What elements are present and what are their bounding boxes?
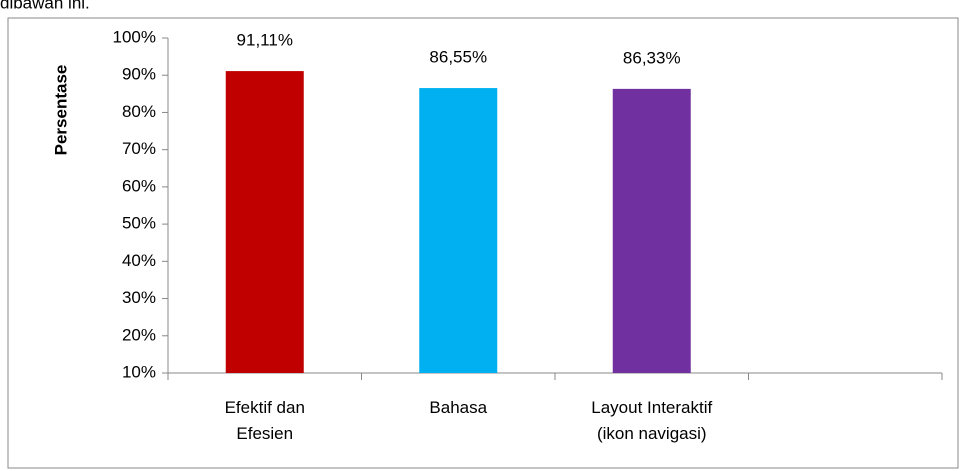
- y-tick-label: 20%: [122, 325, 156, 344]
- y-tick-label: 60%: [122, 176, 156, 195]
- y-tick-label: 40%: [122, 251, 156, 270]
- x-tick-label: Bahasa: [429, 398, 488, 417]
- y-tick-label: 10%: [122, 362, 156, 381]
- data-label: 91,11%: [237, 31, 293, 50]
- x-tick-label: Layout Interaktif (ikon navigasi): [591, 398, 713, 443]
- y-tick-label: 90%: [122, 65, 156, 84]
- y-tick-label: 50%: [122, 214, 156, 233]
- text-above: dibawah ini.: [0, 0, 90, 12]
- bar: [225, 71, 304, 374]
- data-label: 86,33%: [623, 48, 681, 67]
- bar: [419, 88, 498, 373]
- y-tick-label: 80%: [122, 102, 156, 121]
- x-tick-label: Efektif dan Efesien: [224, 398, 305, 443]
- y-tick-label: 30%: [122, 288, 156, 307]
- y-tick-label: 70%: [122, 139, 156, 158]
- bar: [612, 88, 691, 373]
- y-axis-label: Persentase: [51, 65, 70, 156]
- data-label: 86,55%: [429, 48, 487, 67]
- y-tick-label: 100%: [113, 27, 156, 46]
